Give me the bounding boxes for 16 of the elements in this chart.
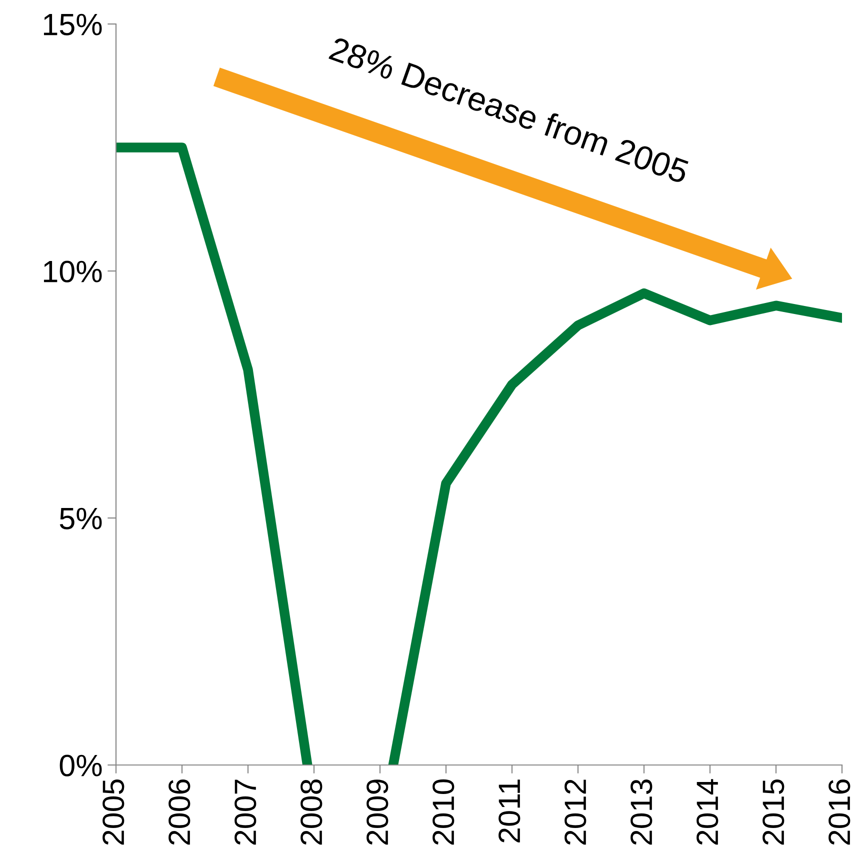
y-tick-label: 10% bbox=[44, 260, 102, 282]
y-tick-label: 0% bbox=[60, 754, 102, 776]
x-tick-label: 2006 bbox=[168, 780, 190, 845]
x-tick-label: 2007 bbox=[234, 780, 256, 845]
x-tick-label: 2015 bbox=[762, 779, 784, 845]
x-tick-label: 2011 bbox=[498, 780, 520, 842]
x-tick-label: 2010 bbox=[432, 779, 454, 845]
x-tick-label: 2012 bbox=[564, 780, 586, 845]
x-tick-label: 2016 bbox=[828, 780, 850, 845]
y-tick-label: 15% bbox=[44, 14, 102, 36]
x-tick-label: 2005 bbox=[102, 779, 124, 845]
x-tick-label: 2008 bbox=[300, 780, 322, 845]
x-tick-label: 2014 bbox=[696, 779, 718, 845]
x-tick-label: 2013 bbox=[630, 780, 652, 845]
x-tick-label: 2009 bbox=[366, 780, 388, 845]
y-tick-label: 5% bbox=[60, 508, 102, 530]
